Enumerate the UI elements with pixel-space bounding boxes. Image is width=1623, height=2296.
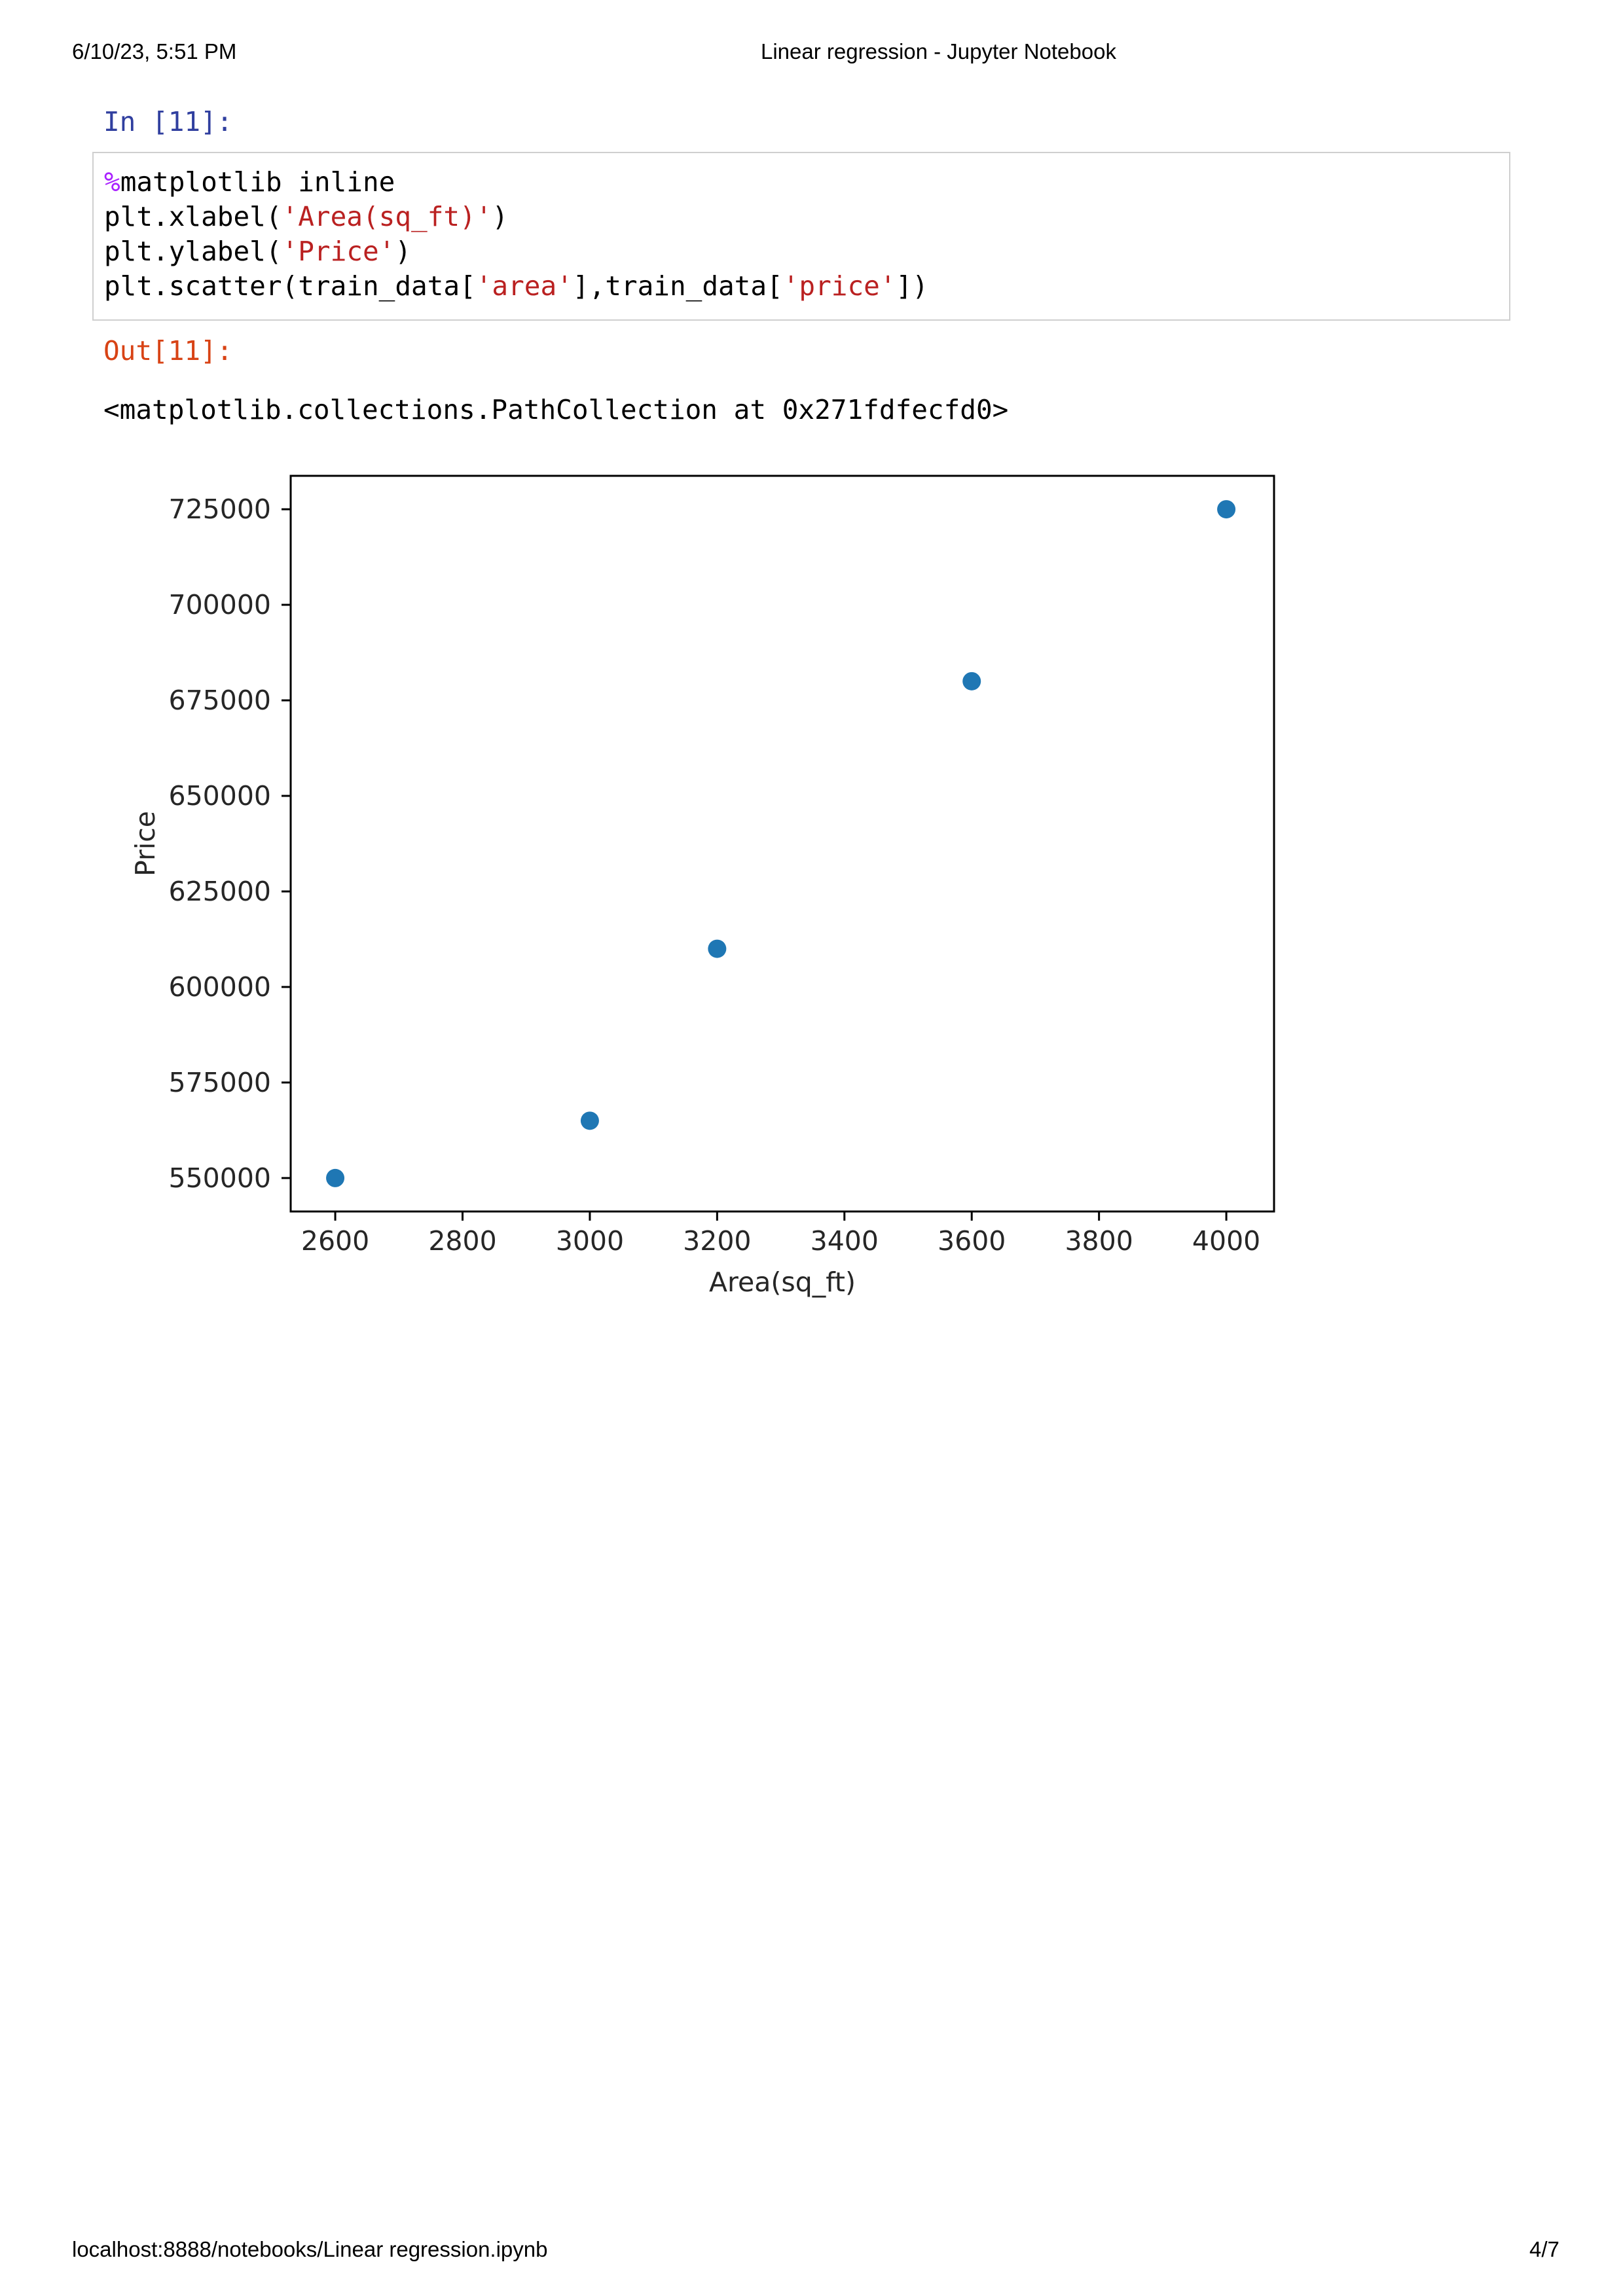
code-line-2: plt.xlabel('Area(sq_ft)') [104, 201, 508, 232]
y-tick-label: 650000 [168, 780, 271, 812]
magic-command: matplotlib inline [120, 166, 395, 198]
code-token: plt.scatter(train_data[ [104, 270, 476, 302]
y-tick-label: 600000 [168, 971, 271, 1003]
code-line-1: %matplotlib inline [104, 166, 395, 198]
y-axis: 550000 575000 600000 625000 650000 675000 7000… [168, 493, 291, 1194]
code-string: 'price' [782, 270, 896, 302]
scatter-point [708, 939, 727, 958]
print-url: localhost:8888/notebooks/Linear regressi… [72, 2237, 548, 2261]
code-token: ],train_data[ [572, 270, 783, 302]
x-tick-label: 3800 [1065, 1225, 1133, 1257]
y-axis-label: Price [130, 811, 161, 876]
code-string: 'Area(sq_ft)' [282, 201, 492, 232]
x-tick-label: 4000 [1192, 1225, 1260, 1257]
code-string: 'Price' [282, 236, 395, 267]
x-tick-label: 2600 [301, 1225, 369, 1257]
scatter-points [326, 500, 1236, 1187]
code-token: ]) [896, 270, 928, 302]
plot-frame [289, 475, 1275, 1213]
y-tick-label: 575000 [168, 1067, 271, 1098]
x-tick-label: 2800 [428, 1225, 496, 1257]
x-axis-label: Area(sq_ft) [709, 1266, 856, 1298]
y-tick-label: 550000 [168, 1162, 271, 1194]
x-axis: 2600 2800 3000 3200 3400 3600 3800 4000 [301, 1211, 1260, 1257]
y-tick-label: 725000 [168, 493, 271, 525]
output-repr-text: <matplotlib.collections.PathCollection a… [103, 394, 1009, 425]
code-cell[interactable]: %matplotlib inline plt.xlabel('Area(sq_f… [92, 152, 1510, 321]
x-tick-label: 3400 [811, 1225, 879, 1257]
output-prompt: Out[11]: [103, 335, 233, 367]
scatter-chart: 550000 575000 600000 625000 650000 675000 7000… [130, 475, 1275, 1298]
code-line-3: plt.ylabel('Price') [104, 236, 411, 267]
x-tick-label: 3000 [556, 1225, 624, 1257]
code-token: plt.ylabel( [104, 236, 282, 267]
code-string: 'area' [475, 270, 573, 302]
y-tick-label: 700000 [168, 589, 271, 620]
x-tick-label: 3600 [938, 1225, 1006, 1257]
scatter-point [326, 1168, 345, 1187]
scatter-point [1217, 500, 1236, 519]
scatter-point [962, 672, 981, 691]
y-tick-label: 675000 [168, 685, 271, 716]
magic-symbol: % [104, 166, 120, 198]
scatter-point [580, 1111, 599, 1130]
y-tick-label: 625000 [168, 876, 271, 907]
code-line-4: plt.scatter(train_data['area'],train_dat… [104, 270, 928, 302]
code-token: ) [395, 236, 412, 267]
print-title: Linear regression - Jupyter Notebook [761, 39, 1116, 63]
x-tick-label: 3200 [683, 1225, 751, 1257]
input-prompt: In [11]: [103, 106, 233, 137]
print-datetime: 6/10/23, 5:51 PM [72, 39, 237, 63]
code-token: plt.xlabel( [104, 201, 282, 232]
print-page-number: 4/7 [1529, 2237, 1559, 2261]
code-token: ) [492, 201, 509, 232]
